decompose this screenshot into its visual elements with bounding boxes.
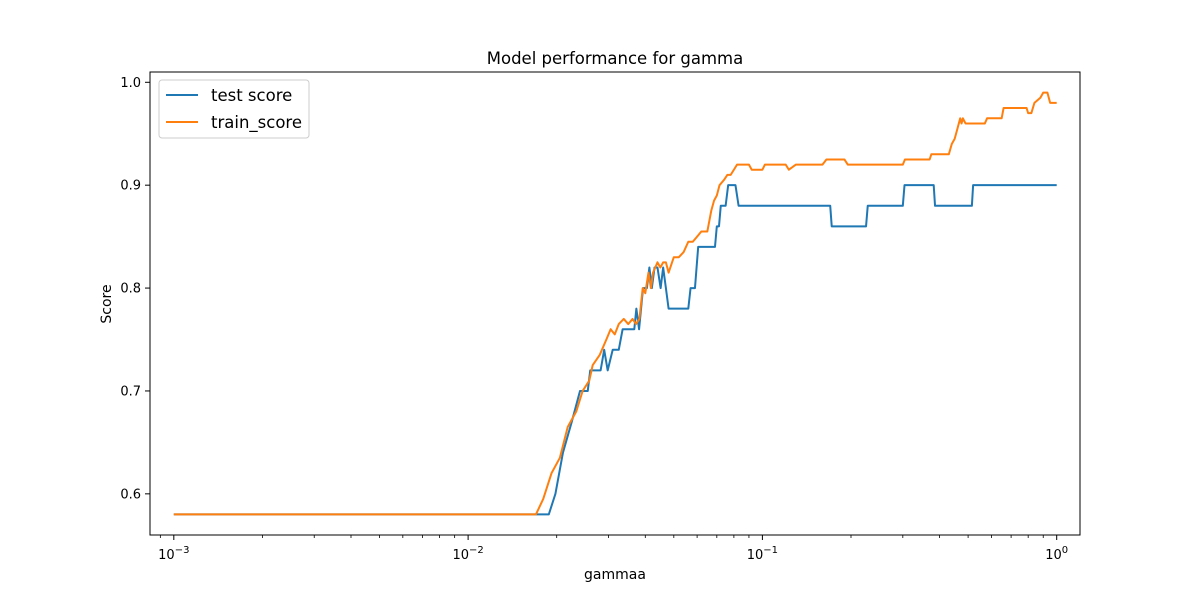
x-tick-label: 10−1 <box>747 545 778 563</box>
y-axis: 0.6 0.7 0.8 0.9 1.0 <box>120 76 150 502</box>
legend-label-train-score: train_score <box>211 113 302 133</box>
x-axis-label: gammaa <box>584 567 646 583</box>
plot-area <box>173 91 1057 516</box>
y-tick-label: 1.0 <box>120 76 141 91</box>
y-tick-label: 0.6 <box>120 487 141 502</box>
x-tick-label: 10−2 <box>452 545 483 563</box>
x-tick-label: 100 <box>1045 545 1068 563</box>
chart-title: Model performance for gamma <box>487 49 743 68</box>
y-tick-label: 0.9 <box>120 179 141 194</box>
y-axis-label: Score <box>99 284 115 323</box>
y-tick-label: 0.8 <box>120 282 141 297</box>
legend: test score train_score <box>158 79 310 139</box>
y-tick-label: 0.7 <box>120 384 141 399</box>
legend-label-test-score: test score <box>211 86 292 105</box>
series-line-test-score <box>173 184 1057 516</box>
x-tick-label: 10−3 <box>158 545 189 563</box>
series-line-train-score <box>173 91 1057 516</box>
axes-frame <box>149 71 1081 536</box>
x-axis: 10−3 10−2 10−1 100 <box>158 535 1068 563</box>
